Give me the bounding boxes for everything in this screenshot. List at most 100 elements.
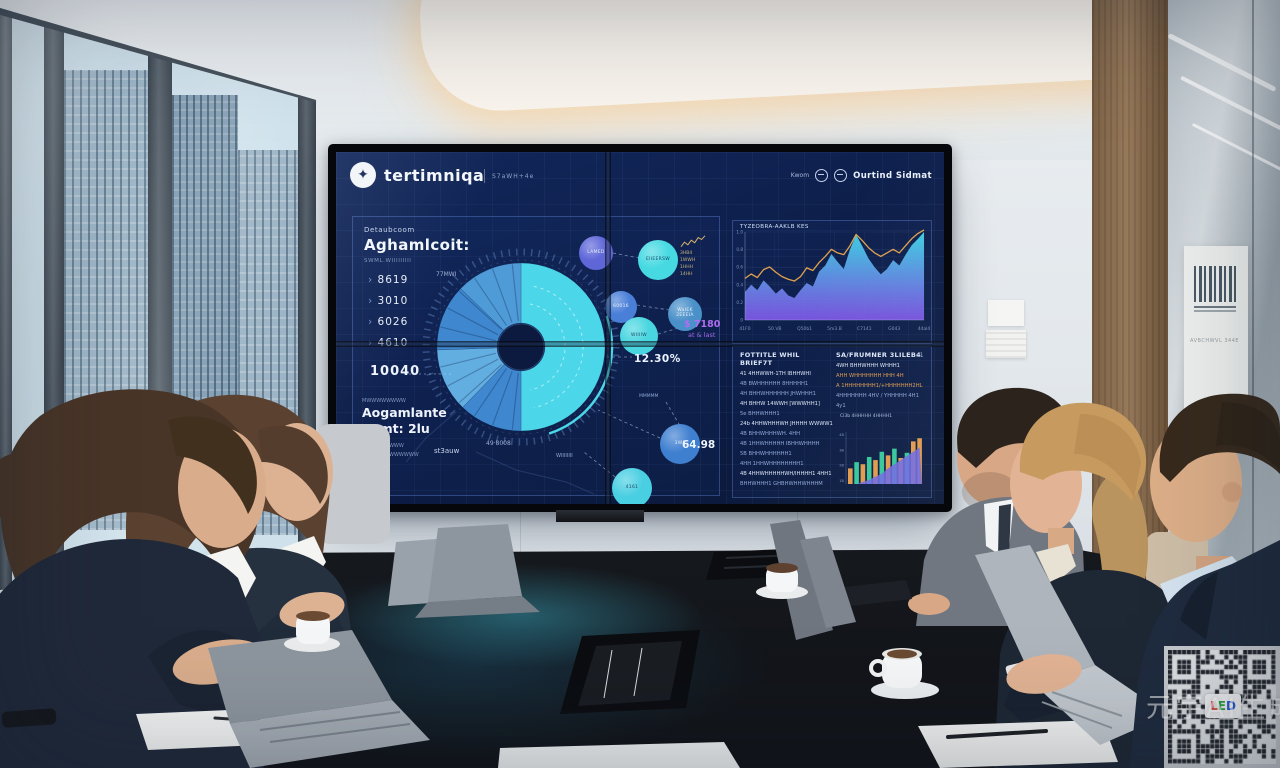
- sparkline-row: 3HB4: [680, 250, 710, 257]
- table-row: 4B BHHWHHHWH. 4HH: [740, 429, 834, 439]
- table-header: SA/FRUMNER 3LILEB4: [836, 351, 928, 359]
- footer-title: Aogamlante: [362, 405, 447, 420]
- bubble-label: 4161: [626, 485, 639, 491]
- table-objects: [1, 520, 1168, 768]
- sparkline-block: 3HB41WWH1HHH14HH: [680, 232, 710, 278]
- svg-text:0.4: 0.4: [736, 282, 743, 287]
- table-row: 4H BHHW 14WWH [WWWHH1]: [740, 399, 834, 409]
- svg-text:0: 0: [740, 318, 743, 323]
- bubble-label: WaIEK 2EEEIA: [668, 308, 702, 319]
- metric-item: 6026: [368, 316, 408, 337]
- person-woman-1: [0, 389, 269, 768]
- sparkline-legend: 3HB41WWH1HHH14HH: [680, 250, 710, 278]
- footer-value: 49·8008: [486, 440, 511, 447]
- table-corner-label: d1: [916, 352, 924, 359]
- header-label: Kwom: [791, 172, 809, 179]
- mini-bar-chart: 4B 3B 2B 1B: [839, 432, 922, 484]
- bubble-node: 4161: [612, 468, 652, 504]
- bubble-label: EIIEERSW: [646, 257, 670, 263]
- watermark-text: 元宇AI生成: [1146, 693, 1280, 724]
- paper-sheet: [498, 742, 740, 768]
- gold-sparkline: [680, 235, 706, 248]
- table-rows: 4WH BHHWHHH WHHH1AHH WHHHHHHH HHH 4HA 1H…: [836, 361, 928, 411]
- price-annotation: $ 7180: [684, 319, 720, 330]
- led-letter: E: [1217, 699, 1226, 713]
- svg-text:2B: 2B: [839, 464, 844, 468]
- brand-name: tertimniqa: [384, 166, 484, 185]
- coffee-cup: [284, 611, 340, 652]
- coffee-cup: [756, 563, 808, 599]
- metric-item: 3010: [368, 295, 408, 316]
- metric-item: 8619: [368, 274, 408, 295]
- display-stand: [556, 510, 644, 522]
- table-row: BHHWHHH1 GHBHWHHWHHHM: [740, 479, 834, 489]
- screen-title: Ourtind Sidmat: [853, 171, 932, 181]
- footer-kicker: MWWWWWWWW: [362, 398, 406, 404]
- table-row: 4HH 1HHWHHHHHHHH1: [740, 459, 834, 469]
- table-row: 5e BHHWHHH1: [740, 409, 834, 419]
- pen: [946, 729, 1048, 739]
- bubble-node: WaIEK 2EEEIA: [668, 297, 702, 331]
- panel-subtitle: SWML.WIIIIIIIII: [364, 258, 412, 264]
- barcode-logo: [1194, 266, 1236, 302]
- led-letter: L: [1210, 699, 1218, 713]
- table-header: FOTTITLE WHIL BRIEF7T: [740, 351, 834, 367]
- barcode-text-line: [1194, 310, 1236, 312]
- sparkline-row: 1HHH: [680, 264, 710, 271]
- svg-text:C7141: C7141: [857, 326, 872, 332]
- brand-logo-icon: ✦: [350, 162, 376, 188]
- bubble-nodes: LAMED EIIEERSW 60016 WaIEK 2EEEIA WIIIIW 3WP 4…: [336, 152, 944, 504]
- video-wall-bezel: [336, 341, 944, 347]
- bubble-node: EIIEERSW: [638, 240, 678, 280]
- table-row: 24b 4HHWHHHWH JHHHH WWWW1: [740, 419, 834, 429]
- bubble-label: WIIIIW: [631, 333, 647, 339]
- smartphone: [1, 708, 57, 728]
- panel-title: Aghamlcoit:: [364, 236, 470, 254]
- laptop: [208, 630, 430, 768]
- area-chart: 1.0 0.8 0.6 0.4 0.2 0 41F0 50.VB Q50b1 5m3.B C7141…: [736, 229, 930, 332]
- hands-clasped: [1005, 654, 1082, 694]
- table-row: 4B 4HHWHHHHHWH/IHHHH1 4HH1: [740, 469, 834, 479]
- table-rows: 41 4HHWWH-1TH IBHHWHI4B BWHHHHHH 8HHHHH1…: [740, 369, 834, 489]
- wall-seam: [520, 508, 521, 556]
- laptop: [770, 520, 856, 640]
- bubble-label: 60016: [613, 304, 629, 310]
- notepad: [918, 720, 1118, 768]
- svg-text:5m3.B: 5m3.B: [827, 326, 842, 332]
- tick-note: 77MWI: [436, 271, 457, 278]
- small-label: MMMMM: [639, 394, 658, 399]
- sparkline-row: 14HH: [680, 271, 710, 278]
- table-row: AHH WHHHHHHH HHH 4H: [836, 371, 928, 381]
- svg-text:41F0: 41F0: [739, 326, 750, 332]
- table-row: 41 4HHWWH-1TH IBHHWHI: [740, 369, 834, 379]
- footer-value: st3auw: [434, 447, 459, 455]
- percent-annotation: 12.30%: [634, 353, 681, 365]
- coffee-cup: [869, 648, 939, 699]
- small-label: WIIIIIIII: [556, 453, 573, 459]
- price-annotation-sub: at & last: [688, 331, 715, 339]
- led-letter: D: [1225, 699, 1236, 713]
- table-row: 5B BHHWHHHHHH1: [740, 449, 834, 459]
- table-row: 4y1: [836, 401, 928, 411]
- wall-control-panel: [986, 330, 1026, 358]
- node-icon: [815, 169, 829, 182]
- svg-text:0.2: 0.2: [736, 300, 743, 305]
- table-row: A 1HHHHHHHH1/+HHHHHHH2HL: [836, 381, 928, 391]
- bubble-node: WIIIIW: [620, 317, 658, 355]
- svg-text:4B: 4B: [839, 433, 844, 437]
- svg-text:44al4: 44al4: [918, 326, 930, 332]
- screen-gloss: [336, 152, 944, 504]
- table-column-right: SA/FRUMNER 3LILEB4 4WH BHHWHHH WHHH1AHH …: [836, 351, 928, 411]
- screen-header-right: Kwom Ourtind Sidmat: [791, 169, 932, 182]
- globe-icon: [834, 169, 848, 182]
- wall-switch-panel: [988, 300, 1024, 326]
- table-row: 4B 1HHWHHHHH IBHHWHHHH: [740, 439, 834, 449]
- video-wall-bezel: [605, 152, 611, 504]
- dashboard-screen: ✦ tertimniqa S7aWH+4e Kwom Ourtind Sidma…: [336, 152, 944, 504]
- sparkline-row: 1WWH: [680, 257, 710, 264]
- svg-text:G043: G043: [888, 326, 900, 332]
- footer-caption: LWWWWWWWWWWW: [362, 452, 419, 458]
